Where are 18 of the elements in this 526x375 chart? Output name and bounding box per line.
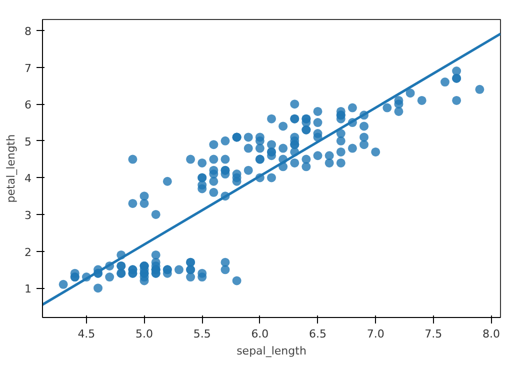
- x-tick-label: 6.0: [251, 328, 269, 340]
- x-tick-label: 7.0: [366, 328, 384, 340]
- y-tick-label: 1: [24, 282, 32, 296]
- y-tick-label: 5: [24, 135, 32, 148]
- x-tick-label: 6.5: [309, 328, 327, 340]
- y-tick-label: 6: [24, 98, 32, 112]
- y-tick-label: 8: [24, 25, 32, 38]
- y-tick-label: 3: [24, 208, 32, 222]
- y-tick-label: 7: [24, 62, 32, 75]
- y-tick-label: 2: [24, 246, 32, 259]
- y-axis-title: petal_length: [4, 134, 18, 203]
- x-tick-label: 4.5: [78, 328, 96, 340]
- x-tick-label: 5.5: [193, 328, 211, 340]
- x-tick-label: 5.0: [136, 328, 154, 340]
- x-axis-title: sepal_length: [236, 344, 306, 358]
- x-tick-label: 8.0: [482, 328, 500, 340]
- x-tick-label: 7.5: [424, 328, 442, 340]
- y-tick-label: 4: [24, 172, 32, 186]
